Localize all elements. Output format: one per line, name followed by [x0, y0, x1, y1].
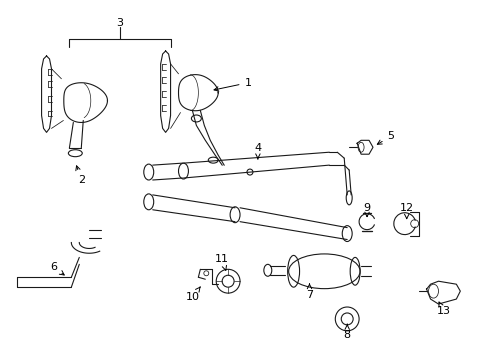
Text: 5: 5 — [377, 131, 393, 144]
Text: 2: 2 — [76, 166, 84, 185]
Text: 9: 9 — [363, 203, 370, 217]
Text: 10: 10 — [185, 287, 200, 302]
Text: 3: 3 — [116, 18, 123, 28]
Text: 13: 13 — [436, 302, 449, 316]
Text: 8: 8 — [343, 324, 350, 340]
Text: 6: 6 — [50, 262, 64, 275]
Text: 12: 12 — [399, 203, 413, 219]
Text: 4: 4 — [254, 143, 261, 159]
Text: 1: 1 — [214, 78, 251, 91]
Text: 11: 11 — [215, 255, 229, 270]
Text: 7: 7 — [305, 284, 312, 300]
